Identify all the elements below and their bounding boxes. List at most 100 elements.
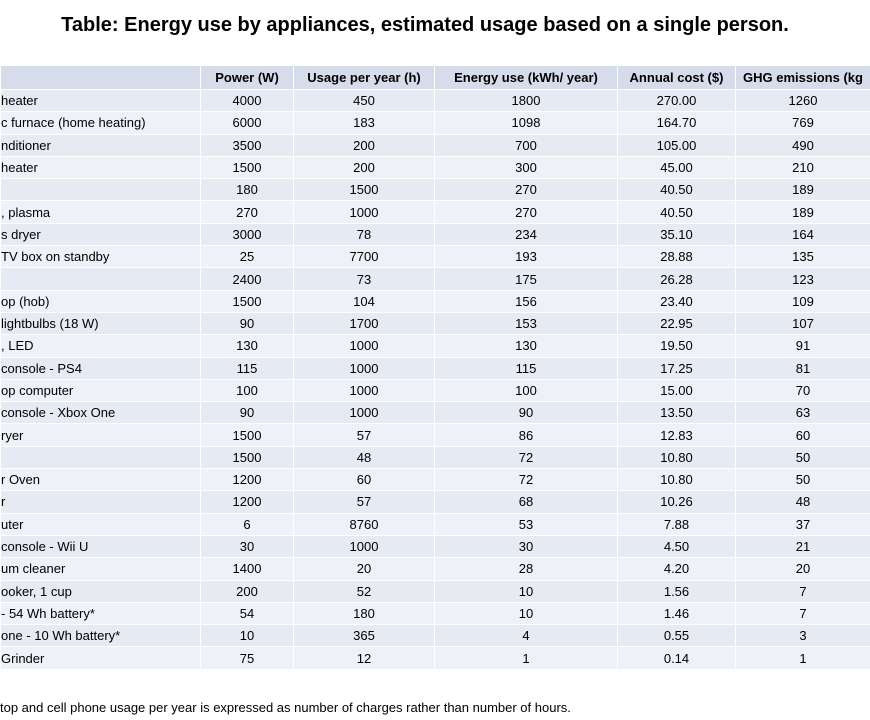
value-cell: 20 — [293, 557, 435, 581]
value-cell: 4000 — [200, 88, 294, 113]
table-row: op (hob) 1500 104 156 23.40 109 — [0, 289, 870, 313]
appliance-cell: s dryer — [0, 222, 201, 247]
header-cell: Energy use (kWh/ year) — [434, 65, 618, 90]
value-cell: 1500 — [200, 289, 294, 313]
value-cell: 57 — [293, 423, 435, 447]
value-cell: 7700 — [293, 245, 435, 269]
value-cell: 72 — [434, 468, 618, 492]
value-cell: 164.70 — [617, 111, 736, 135]
value-cell: 7 — [735, 601, 870, 626]
value-cell: 107 — [735, 311, 870, 336]
value-cell: 13.50 — [617, 401, 736, 425]
value-cell: 4 — [434, 624, 618, 648]
appliance-cell: nditioner — [0, 133, 201, 157]
value-cell: 1000 — [293, 356, 435, 380]
value-cell: 54 — [200, 601, 294, 626]
value-cell: 0.55 — [617, 624, 736, 648]
table-row: ooker, 1 cup 200 52 10 1.56 7 — [0, 579, 870, 603]
value-cell: 35.10 — [617, 222, 736, 247]
value-cell: 48 — [735, 490, 870, 514]
value-cell: 10 — [434, 601, 618, 626]
value-cell: 60 — [735, 423, 870, 447]
header-cell: GHG emissions (kg — [735, 65, 870, 90]
value-cell: 10.80 — [617, 468, 736, 492]
value-cell: 73 — [293, 267, 435, 291]
value-cell: 270.00 — [617, 88, 736, 113]
table-row: nditioner 3500 200 700 105.00 490 — [0, 133, 870, 157]
table-row: uter 6 8760 53 7.88 37 — [0, 512, 870, 536]
value-cell: 60 — [293, 468, 435, 492]
value-cell: 210 — [735, 155, 870, 180]
value-cell: 1260 — [735, 88, 870, 113]
appliance-cell: op computer — [0, 378, 201, 403]
value-cell: 100 — [200, 378, 294, 403]
table-row: 1500 48 72 10.80 50 — [0, 445, 870, 470]
value-cell: 91 — [735, 334, 870, 358]
appliance-cell — [0, 178, 201, 202]
table-row: 180 1500 270 40.50 189 — [0, 178, 870, 202]
value-cell: 270 — [200, 200, 294, 224]
value-cell: 3500 — [200, 133, 294, 157]
value-cell: 183 — [293, 111, 435, 135]
value-cell: 189 — [735, 178, 870, 202]
value-cell: 200 — [293, 133, 435, 157]
appliance-cell — [0, 267, 201, 291]
table-row: heater 1500 200 300 45.00 210 — [0, 155, 870, 180]
value-cell: 12 — [293, 646, 435, 670]
table-row: console - Wii U 30 1000 30 4.50 21 — [0, 534, 870, 559]
value-cell: 70 — [735, 378, 870, 403]
value-cell: 4.20 — [617, 557, 736, 581]
value-cell: 153 — [434, 311, 618, 336]
value-cell: 365 — [293, 624, 435, 648]
value-cell: 164 — [735, 222, 870, 247]
value-cell: 40.50 — [617, 178, 736, 202]
value-cell: 175 — [434, 267, 618, 291]
value-cell: 4.50 — [617, 534, 736, 559]
value-cell: 1800 — [434, 88, 618, 113]
value-cell: 48 — [293, 445, 435, 470]
value-cell: 180 — [200, 178, 294, 202]
value-cell: 0.14 — [617, 646, 736, 670]
value-cell: 20 — [735, 557, 870, 581]
header-cell — [0, 65, 201, 90]
appliance-cell: ooker, 1 cup — [0, 579, 201, 603]
value-cell: 270 — [434, 178, 618, 202]
value-cell: 135 — [735, 245, 870, 269]
value-cell: 156 — [434, 289, 618, 313]
table-row: r 1200 57 68 10.26 48 — [0, 490, 870, 514]
value-cell: 1500 — [293, 178, 435, 202]
appliance-cell: , plasma — [0, 200, 201, 224]
value-cell: 1098 — [434, 111, 618, 135]
value-cell: 81 — [735, 356, 870, 380]
appliance-cell: one - 10 Wh battery* — [0, 624, 201, 648]
value-cell: 2400 — [200, 267, 294, 291]
appliance-cell: , LED — [0, 334, 201, 358]
value-cell: 45.00 — [617, 155, 736, 180]
value-cell: 19.50 — [617, 334, 736, 358]
appliance-cell: r — [0, 490, 201, 514]
table-row: op computer 100 1000 100 15.00 70 — [0, 378, 870, 403]
header-cell: Usage per year (h) — [293, 65, 435, 90]
value-cell: 1000 — [293, 401, 435, 425]
value-cell: 10 — [434, 579, 618, 603]
value-cell: 270 — [434, 200, 618, 224]
value-cell: 105.00 — [617, 133, 736, 157]
table-row: , plasma 270 1000 270 40.50 189 — [0, 200, 870, 224]
value-cell: 1500 — [200, 155, 294, 180]
appliance-cell: heater — [0, 88, 201, 113]
value-cell: 130 — [434, 334, 618, 358]
table-row: one - 10 Wh battery* 10 365 4 0.55 3 — [0, 624, 870, 648]
table-body: heater 4000 450 1800 270.00 1260 c furnace (ho… — [0, 88, 870, 670]
value-cell: 53 — [434, 512, 618, 536]
value-cell: 1.46 — [617, 601, 736, 626]
value-cell: 28.88 — [617, 245, 736, 269]
value-cell: 37 — [735, 512, 870, 536]
value-cell: 15.00 — [617, 378, 736, 403]
value-cell: 115 — [200, 356, 294, 380]
title: Table: Energy use by appliances, estimat… — [61, 14, 789, 36]
appliance-cell — [0, 445, 201, 470]
value-cell: 1500 — [200, 445, 294, 470]
value-cell: 90 — [200, 311, 294, 336]
value-cell: 100 — [434, 378, 618, 403]
value-cell: 1400 — [200, 557, 294, 581]
